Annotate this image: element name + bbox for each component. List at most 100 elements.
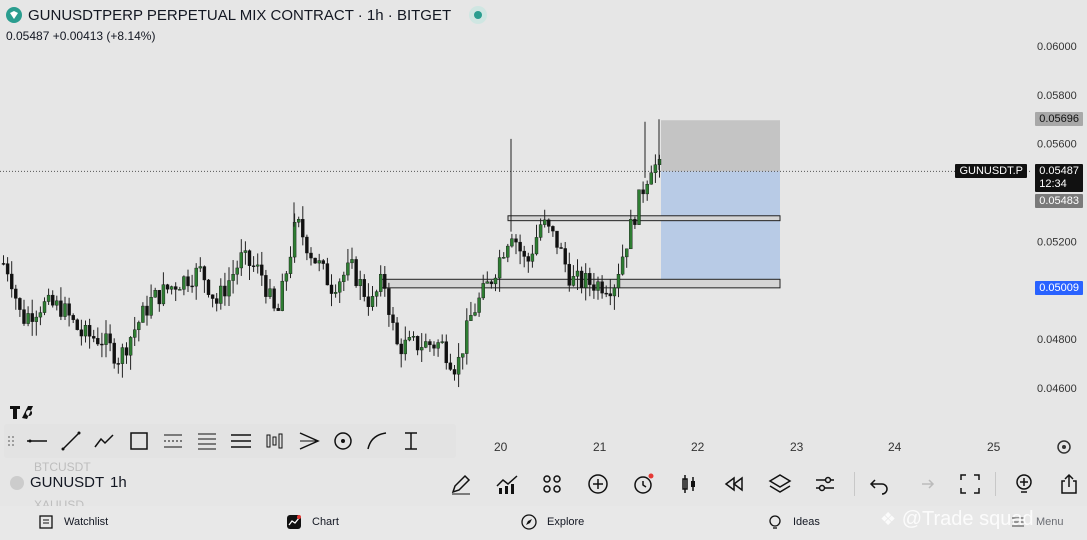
bullish-candle — [571, 276, 576, 286]
circle-icon[interactable] — [328, 426, 358, 456]
bearish-candle — [432, 344, 436, 349]
stop-loss-zone — [661, 120, 780, 172]
bullish-candle — [649, 172, 653, 185]
timeframe-selector[interactable]: 1h — [110, 474, 127, 491]
bullish-candle — [596, 281, 600, 291]
parallel-channel-icon[interactable] — [226, 426, 256, 456]
bearish-candle — [563, 248, 567, 265]
ghost-symbol: BTCUSDT — [34, 460, 91, 474]
bullish-candle — [543, 219, 547, 225]
bullish-candle — [297, 219, 301, 223]
compass-icon — [521, 514, 537, 530]
bullish-candle — [38, 312, 43, 318]
bullish-candle — [128, 337, 133, 356]
bearish-candle — [567, 263, 571, 286]
long-position-icon[interactable] — [260, 426, 290, 456]
bearish-candle — [600, 281, 604, 294]
drag-handle-icon[interactable] — [4, 426, 18, 456]
bullish-candle — [436, 342, 440, 349]
bearish-candle — [551, 226, 555, 232]
bearish-candle — [173, 286, 178, 290]
bearish-candle — [272, 288, 276, 309]
bullish-candle — [456, 356, 461, 375]
horizontal-line-icon[interactable] — [22, 426, 52, 456]
watermark: ❖ @Trade squad — [880, 508, 1034, 531]
time-label: 22 — [691, 440, 705, 454]
bullish-candle — [284, 273, 289, 282]
price-tick-label: 0.04800 — [1037, 334, 1077, 346]
bearish-candle — [165, 284, 170, 290]
bearish-candle — [592, 284, 596, 291]
bearish-candle — [547, 219, 551, 227]
arc-icon[interactable] — [362, 426, 392, 456]
nav-label: Watchlist — [64, 516, 109, 528]
tradingview-logo-icon — [10, 404, 40, 425]
bearish-candle — [202, 266, 207, 281]
path-icon[interactable] — [90, 426, 120, 456]
pitchfork-icon[interactable] — [294, 426, 324, 456]
bearish-candle — [206, 279, 211, 295]
bearish-candle — [555, 230, 559, 248]
trend-line-icon[interactable] — [56, 426, 86, 456]
indicators-icon[interactable] — [494, 471, 520, 497]
idea-bulb-icon[interactable] — [1011, 471, 1037, 497]
draw-pen-icon[interactable] — [448, 471, 474, 497]
toolbar-divider — [854, 472, 855, 496]
nav-ideas[interactable]: Ideas — [767, 514, 820, 530]
bearish-candle — [309, 252, 313, 259]
share-icon[interactable] — [1056, 471, 1082, 497]
bullish-candle — [481, 283, 485, 299]
bullish-candle — [342, 274, 346, 282]
bullish-candle — [46, 294, 51, 302]
bearish-candle — [579, 270, 584, 288]
fullscreen-icon[interactable] — [957, 471, 983, 497]
candle-type-icon[interactable] — [676, 471, 702, 497]
bullish-candle — [440, 341, 444, 343]
bullish-candle — [280, 280, 284, 311]
nav-watchlist[interactable]: Watchlist — [38, 514, 108, 530]
bullish-candle — [473, 312, 477, 316]
bullish-candle — [42, 301, 47, 313]
bullish-candle — [34, 316, 38, 322]
drawing-toolbar — [4, 424, 456, 458]
bullish-candle — [612, 287, 617, 297]
time-label: 20 — [494, 440, 508, 454]
time-label: 23 — [790, 440, 804, 454]
bearish-candle — [383, 273, 387, 289]
nav-label: Explore — [547, 516, 585, 528]
fib-retracement-icon[interactable] — [158, 426, 188, 456]
fib-extension-icon[interactable] — [192, 426, 222, 456]
bearish-candle — [223, 285, 227, 297]
add-icon[interactable] — [585, 471, 611, 497]
chart-settings-icon[interactable] — [1055, 438, 1073, 461]
bearish-candle — [448, 362, 453, 370]
bearish-candle — [79, 329, 84, 337]
bullish-candle — [534, 237, 539, 255]
bearish-candle — [489, 281, 494, 285]
supply-demand-zone — [507, 215, 781, 222]
undo-icon[interactable] — [866, 471, 892, 497]
layers-icon[interactable] — [767, 471, 793, 497]
bearish-candle — [186, 276, 190, 287]
bearish-candle — [71, 315, 75, 320]
bullish-candle — [178, 289, 182, 291]
layouts-grid-icon[interactable] — [539, 471, 565, 497]
bullish-candle — [420, 347, 424, 351]
bullish-candle — [63, 303, 67, 317]
measure-icon[interactable] — [396, 426, 426, 456]
bullish-candle — [477, 297, 481, 313]
chart-title: GUNUSDTPERP PERPETUAL MIX CONTRACT · 1h … — [28, 6, 452, 24]
rectangle-icon[interactable] — [124, 426, 154, 456]
bullish-candle — [469, 315, 473, 321]
alert-clock-icon[interactable] — [630, 471, 656, 497]
nav-explore[interactable]: Explore — [521, 514, 584, 530]
nav-menu[interactable]: Menu — [1010, 514, 1064, 530]
redo-icon[interactable] — [912, 471, 938, 497]
bearish-candle — [190, 285, 194, 288]
settings-sliders-icon[interactable] — [812, 471, 838, 497]
nav-chart[interactable]: Chart — [286, 514, 339, 530]
bearish-candle — [526, 256, 530, 262]
symbol-selector[interactable]: BTCUSDT GUNUSDT XAUUSD — [10, 460, 104, 512]
replay-icon[interactable] — [721, 471, 747, 497]
